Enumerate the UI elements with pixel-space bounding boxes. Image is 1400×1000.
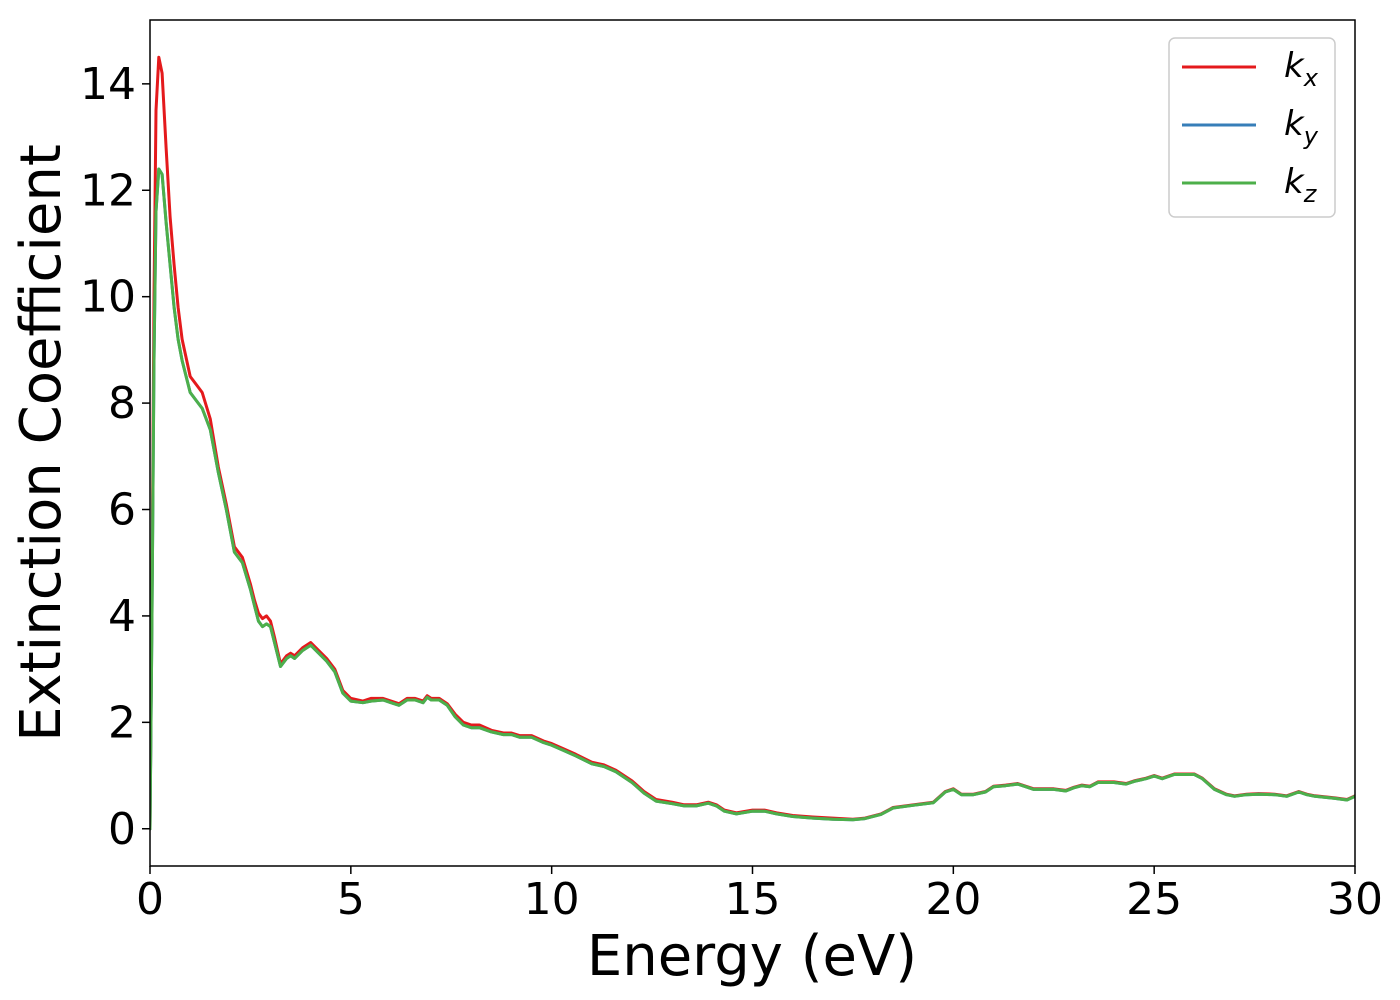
x-tick-label: 30 bbox=[1327, 874, 1383, 925]
x-tick-label: 25 bbox=[1126, 874, 1182, 925]
x-tick-label: 20 bbox=[925, 874, 981, 925]
y-tick-label: 14 bbox=[80, 59, 136, 110]
x-tick-label: 10 bbox=[524, 874, 580, 925]
y-axis-label: Extinction Coefficient bbox=[9, 144, 74, 742]
series-line-z bbox=[150, 167, 1355, 831]
y-tick-label: 0 bbox=[108, 804, 136, 855]
x-tick-label: 5 bbox=[337, 874, 365, 925]
y-axis: 0 2 4 6 8 10 12 14 bbox=[80, 59, 150, 855]
y-tick-label: 4 bbox=[108, 591, 136, 642]
legend-label-x: kx bbox=[1284, 46, 1319, 92]
legend-label-y: ky bbox=[1284, 104, 1319, 150]
y-tick-label: 10 bbox=[80, 272, 136, 323]
legend-box bbox=[1168, 37, 1336, 218]
x-axis-label: Energy (eV) bbox=[587, 924, 917, 989]
legend: kx ky kz bbox=[1168, 37, 1336, 218]
y-tick-label: 12 bbox=[80, 165, 136, 216]
series-layer bbox=[150, 55, 1355, 831]
x-axis: 0 5 10 15 20 25 30 bbox=[136, 866, 1383, 925]
x-tick-label: 15 bbox=[725, 874, 781, 925]
x-tick-label: 0 bbox=[136, 874, 164, 925]
y-tick-label: 6 bbox=[108, 485, 136, 536]
legend-label-z: kz bbox=[1284, 162, 1318, 208]
y-tick-label: 8 bbox=[108, 378, 136, 429]
y-tick-label: 2 bbox=[108, 697, 136, 748]
